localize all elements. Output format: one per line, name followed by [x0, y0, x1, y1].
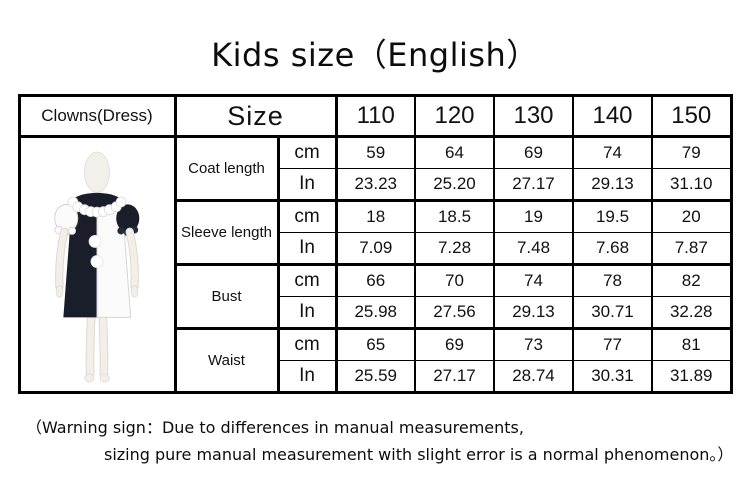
cell-value: 69: [493, 136, 573, 169]
row-label-coat-length: Coat length: [173, 136, 278, 201]
table-row: Sleeve length cm 18 18.5 19 19.5 20: [19, 199, 731, 265]
cell-value: 18: [334, 199, 415, 233]
unit-in: In: [276, 360, 336, 393]
size-header: Size: [173, 95, 336, 138]
cell-value: 31.89: [651, 360, 731, 393]
unit-cm: cm: [276, 327, 336, 361]
cell-value: 7.28: [414, 232, 494, 265]
cell-value: 28.74: [493, 360, 573, 393]
table-row: In 7.09 7.28 7.48 7.68 7.87: [19, 232, 731, 265]
table-row: In 25.59 27.17 28.74 30.31 31.89: [19, 360, 731, 393]
unit-in: In: [276, 168, 336, 201]
cell-value: 65: [334, 327, 415, 361]
unit-in: In: [276, 296, 336, 329]
cell-value: 59: [334, 136, 415, 169]
cell-value: 79: [651, 136, 731, 169]
size-150: 150: [651, 95, 731, 138]
cell-value: 7.48: [493, 232, 573, 265]
cell-value: 29.13: [493, 296, 573, 329]
cell-value: 74: [572, 136, 652, 169]
table-row: In 23.23 25.20 27.17 29.13 31.10: [19, 168, 731, 201]
cell-value: 31.10: [651, 168, 731, 201]
cell-value: 27.56: [414, 296, 494, 329]
cell-value: 81: [651, 327, 731, 361]
warning-line-2: sizing pure manual measurement with slig…: [104, 445, 734, 464]
cell-value: 32.28: [651, 296, 731, 329]
cell-value: 27.17: [414, 360, 494, 393]
page-title: Kids size（English）: [211, 36, 539, 74]
mannequin-arms: [55, 227, 139, 298]
table-row: Waist cm 65 69 73 77 81: [19, 327, 731, 393]
cell-value: 82: [651, 263, 731, 297]
cell-value: 30.31: [572, 360, 652, 393]
table-row: Bust cm 66 70 74 78 82: [19, 263, 731, 329]
mannequin-head: [84, 151, 110, 193]
cell-value: 7.87: [651, 232, 731, 265]
cell-value: 25.98: [334, 296, 415, 329]
cell-value: 25.59: [334, 360, 415, 393]
unit-in: In: [276, 232, 336, 265]
product-photo-cell: [19, 137, 175, 393]
mannequin-legs: [84, 311, 110, 383]
size-130: 130: [493, 95, 573, 138]
clown-dress-mannequin-image: [54, 151, 140, 383]
cell-value: 27.17: [493, 168, 573, 201]
cell-value: 7.68: [572, 232, 652, 265]
dress-collar: [67, 192, 127, 218]
size-140: 140: [572, 95, 652, 138]
cell-value: 20: [651, 199, 731, 233]
unit-cm: cm: [276, 263, 336, 297]
cell-value: 64: [414, 136, 494, 169]
size-120: 120: [414, 95, 494, 138]
cell-value: 74: [493, 263, 573, 297]
table-row: Coat length cm 59 64 69 74 79: [19, 136, 731, 383]
cell-value: 19: [493, 199, 573, 233]
unit-cm: cm: [276, 199, 336, 233]
cell-value: 7.09: [334, 232, 415, 265]
table-row: In 25.98 27.56 29.13 30.71 32.28: [19, 296, 731, 329]
warning-line-1: （Warning sign：Due to differences in manu…: [26, 418, 524, 437]
cell-value: 69: [414, 327, 494, 361]
cell-value: 70: [414, 263, 494, 297]
cell-value: 29.13: [572, 168, 652, 201]
cell-value: 78: [572, 263, 652, 297]
cell-value: 66: [334, 263, 415, 297]
cell-value: 73: [493, 327, 573, 361]
cell-value: 18.5: [414, 199, 494, 233]
cell-value: 19.5: [572, 199, 652, 233]
row-label-waist: Waist: [173, 327, 278, 393]
size-table: Clowns(Dress) Size 110 120 130 140 150: [17, 94, 733, 394]
dress-pompoms: [88, 234, 104, 269]
size-110: 110: [334, 95, 415, 138]
row-label-bust: Bust: [173, 263, 278, 329]
cell-value: 77: [572, 327, 652, 361]
row-label-sleeve-length: Sleeve length: [173, 199, 278, 265]
warning-note: （Warning sign：Due to differences in manu…: [0, 394, 750, 468]
cell-value: 23.23: [334, 168, 415, 201]
cell-value: 25.20: [414, 168, 494, 201]
unit-cm: cm: [276, 136, 336, 169]
cell-value: 30.71: [572, 296, 652, 329]
corner-label: Clowns(Dress): [19, 95, 175, 138]
table-header-row: Clowns(Dress) Size 110 120 130 140 150: [19, 95, 731, 138]
